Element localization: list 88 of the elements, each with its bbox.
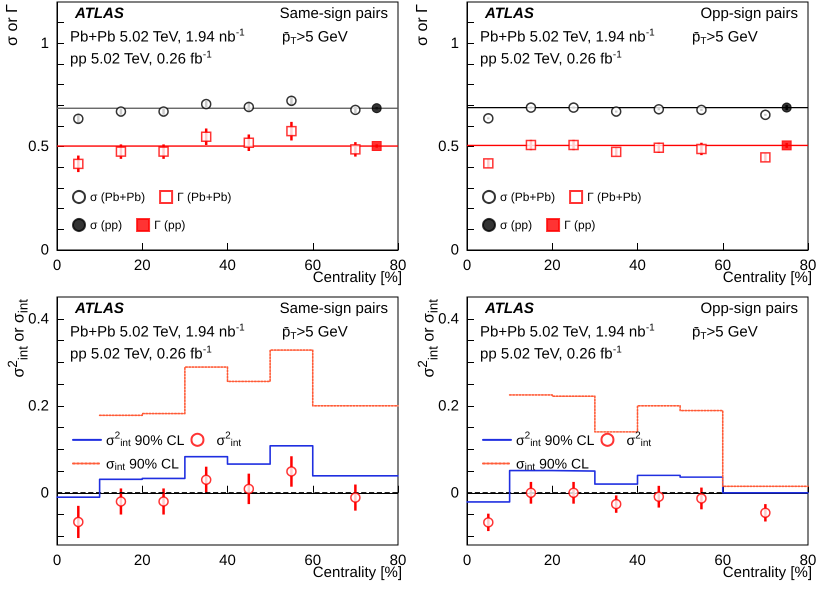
chart-title: Opp-sign pairs (700, 5, 798, 22)
y-tick-label: 0.4 (28, 310, 49, 328)
y-tick-label: 0 (450, 484, 459, 502)
point (483, 517, 494, 528)
point (350, 104, 361, 116)
x-tick-label: 40 (219, 552, 236, 569)
y-tick-label: 0 (450, 242, 459, 258)
point (116, 496, 126, 507)
point (244, 137, 254, 148)
y-axis-title: σ or Γ (3, 4, 22, 46)
point (568, 102, 579, 113)
chart-title: Same-sign pairs (280, 300, 388, 317)
annotation: ATLAS (484, 300, 534, 317)
chart-title: Opp-sign pairs (700, 300, 798, 317)
point (200, 131, 212, 142)
point (350, 144, 361, 155)
point (654, 142, 664, 153)
point (696, 493, 707, 504)
legend-label: σ (Pb+Pb) (90, 190, 146, 204)
point (372, 141, 382, 152)
x-tick-label: 40 (629, 257, 646, 274)
point (244, 102, 254, 112)
point (526, 488, 536, 498)
point (610, 498, 622, 510)
legend-label: Γ (Pb+Pb) (177, 190, 232, 204)
point (286, 96, 297, 106)
point (483, 158, 494, 169)
point (654, 104, 664, 115)
point (782, 140, 792, 150)
point (610, 106, 622, 117)
point (116, 106, 126, 117)
y-tick-label: 0 (40, 242, 49, 258)
legend-label: σ (Pb+Pb) (500, 190, 556, 204)
point (116, 146, 126, 157)
y-tick-label: 1 (450, 34, 459, 52)
x-tick-label: 0 (462, 552, 472, 569)
legend-label: σ (pp) (90, 218, 122, 232)
annotation: ATLAS (74, 5, 124, 22)
y-tick-label: 0.5 (438, 138, 459, 156)
point (654, 491, 664, 502)
x-tick-label: 20 (134, 257, 151, 274)
legend-label: Γ (pp) (154, 218, 186, 232)
point (696, 144, 707, 154)
y-tick-label: 1 (40, 34, 49, 52)
point (158, 496, 169, 507)
x-tick-label: 40 (629, 552, 646, 569)
chart-title: Same-sign pairs (280, 5, 388, 22)
x-tick-label: 20 (544, 257, 561, 274)
point (760, 152, 771, 163)
legend-label: Γ (Pb+Pb) (587, 190, 642, 204)
point (244, 484, 254, 494)
annotation: ATLAS (74, 300, 124, 317)
point (760, 110, 771, 120)
y-tick-label: 0.5 (28, 138, 49, 156)
point (696, 104, 707, 116)
point (782, 102, 792, 113)
y-tick-label: 0.2 (28, 397, 49, 414)
point (526, 140, 536, 150)
point (158, 146, 169, 157)
x-tick-label: 0 (52, 552, 62, 569)
annotation: ATLAS (484, 5, 534, 22)
y-tick-label: 0 (40, 484, 49, 502)
point (526, 102, 536, 113)
x-tick-label: 40 (219, 257, 236, 274)
point (200, 98, 212, 110)
point (286, 126, 297, 136)
point (158, 106, 169, 117)
x-tick-label: 0 (462, 257, 472, 274)
y-tick-label: 0.2 (438, 397, 459, 414)
y-axis-title: σ or Γ (413, 4, 432, 46)
point (350, 492, 361, 503)
point (286, 466, 297, 477)
point (610, 146, 622, 158)
point (483, 113, 494, 124)
legend-label: σ (pp) (500, 218, 532, 232)
point (760, 508, 771, 518)
point (200, 474, 212, 485)
point (568, 140, 579, 150)
legend-label: Γ (pp) (564, 218, 596, 232)
x-tick-label: 20 (544, 552, 561, 569)
point (372, 103, 382, 114)
point (73, 114, 84, 124)
point (73, 516, 84, 528)
x-tick-label: 20 (134, 552, 151, 569)
y-tick-label: 0.4 (438, 310, 459, 328)
x-tick-label: 0 (52, 257, 62, 274)
point (568, 488, 579, 498)
point (73, 158, 84, 170)
